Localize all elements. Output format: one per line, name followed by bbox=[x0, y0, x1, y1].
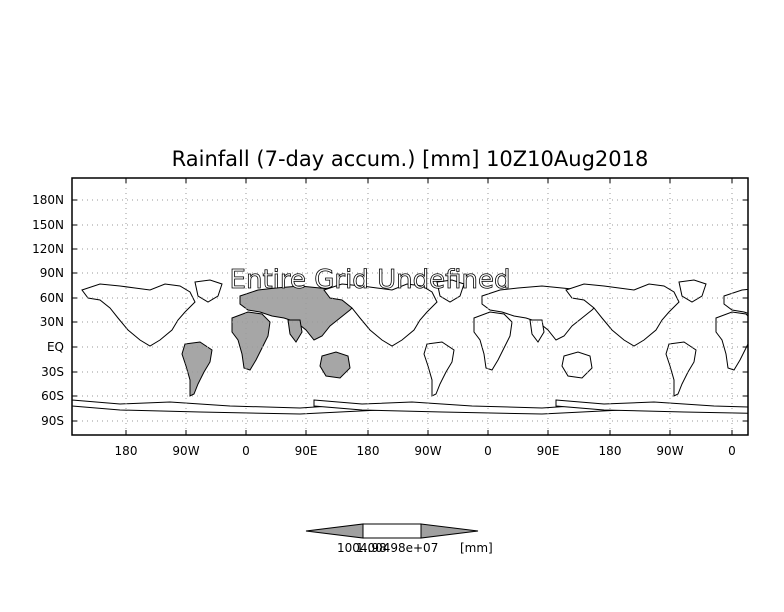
landmass-south-america bbox=[665, 341, 697, 397]
x-tick-label: 0 bbox=[242, 444, 250, 458]
colorbar-center-box bbox=[362, 523, 422, 539]
colorbar-center-label: 1.00498e+07 bbox=[356, 541, 438, 555]
figure-title: Rainfall (7-day accum.) [mm] 10Z10Aug201… bbox=[172, 147, 649, 171]
landmass-india bbox=[529, 319, 545, 343]
y-tick-label: 60N bbox=[40, 291, 64, 305]
landmass-north-america bbox=[323, 283, 438, 347]
map-plot-area: 180N 150N 120N 90N 60N 30N EQ 30S 60S 90S 180 90W 0… bbox=[32, 177, 784, 458]
landmass-greenland bbox=[194, 279, 223, 303]
landmass-south-america bbox=[181, 341, 213, 397]
y-tick-label: 30S bbox=[41, 365, 64, 379]
landmass-greenland bbox=[678, 279, 707, 303]
landmass-greenland bbox=[436, 279, 465, 303]
x-tick-label: 0 bbox=[728, 444, 736, 458]
landmass-north-america bbox=[565, 283, 680, 347]
y-tick-label: 30N bbox=[40, 315, 64, 329]
x-tick-label: 90E bbox=[537, 444, 560, 458]
x-tick-label: 180 bbox=[115, 444, 138, 458]
colorbar-left-label: 1004.98 bbox=[337, 541, 387, 555]
landmass-africa bbox=[473, 311, 513, 371]
landmass-eurasia bbox=[239, 285, 361, 341]
landmass-india bbox=[772, 320, 784, 342]
x-tick-label: 180 bbox=[357, 444, 380, 458]
y-axis-ticks: 180N 150N 120N 90N 60N 30N EQ 30S 60S 90S bbox=[32, 193, 748, 428]
landmass-antarctica bbox=[555, 399, 748, 414]
landmass-south-america bbox=[423, 341, 455, 397]
x-tick-label: 0 bbox=[484, 444, 492, 458]
y-tick-label: 90N bbox=[40, 266, 64, 280]
x-tick-label: 90W bbox=[172, 444, 199, 458]
y-tick-label: 150N bbox=[32, 218, 64, 232]
y-tick-label: 180N bbox=[32, 193, 64, 207]
land-masses bbox=[72, 279, 784, 415]
colorbar-left-triangle bbox=[305, 523, 364, 539]
landmass-africa bbox=[715, 311, 748, 371]
colorbar-unit-label: [mm] bbox=[460, 541, 493, 555]
plot-frame bbox=[71, 177, 749, 436]
x-tick-label: 90E bbox=[295, 444, 318, 458]
x-axis-ticks: 180 90W 0 90E 180 90W 0 90E 180 90W 0 bbox=[115, 178, 736, 458]
landmass-india bbox=[287, 319, 303, 343]
x-tick-label: 180 bbox=[599, 444, 622, 458]
x-tick-label: 90W bbox=[414, 444, 441, 458]
y-tick-label: 90S bbox=[41, 414, 64, 428]
colorbar: 1004.98 1.00498e+07 [mm] bbox=[305, 523, 493, 555]
landmass-north-america bbox=[81, 283, 196, 347]
landmass-eurasia bbox=[481, 285, 603, 341]
landmass-eurasia bbox=[723, 288, 748, 314]
y-tick-label: 120N bbox=[32, 242, 64, 256]
y-tick-label: 60S bbox=[41, 389, 64, 403]
landmass-australia bbox=[319, 351, 351, 379]
landmass-australia bbox=[561, 351, 593, 379]
colorbar-right-triangle bbox=[420, 523, 479, 539]
y-tick-label: EQ bbox=[47, 340, 64, 354]
landmass-africa bbox=[231, 311, 271, 371]
x-tick-label: 90W bbox=[656, 444, 683, 458]
undefined-grid-message: Entire Grid Undefined bbox=[230, 265, 511, 295]
